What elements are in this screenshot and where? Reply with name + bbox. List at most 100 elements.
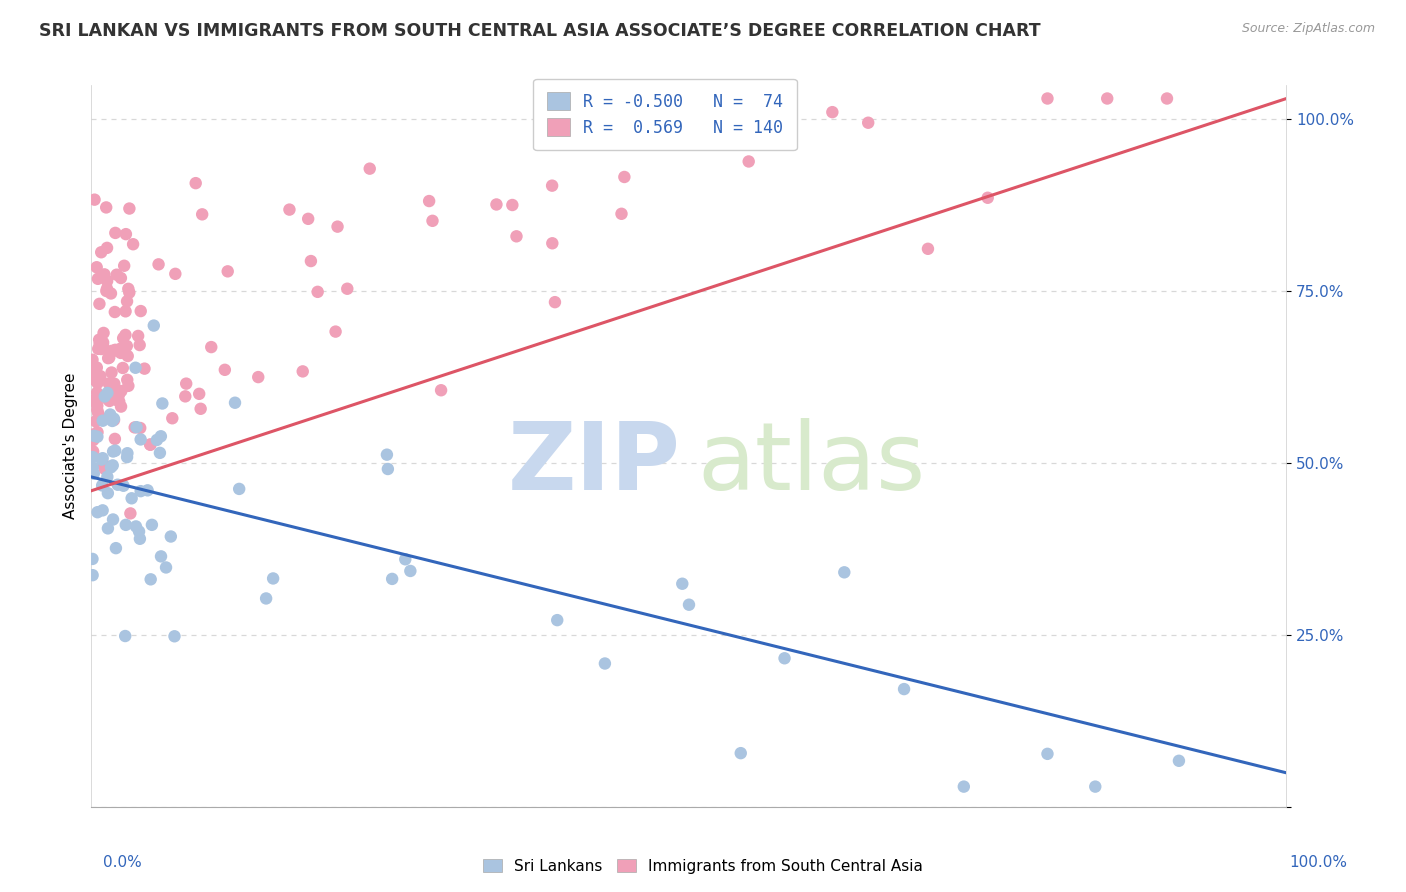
Point <box>174 376 197 391</box>
Point <box>893 682 915 697</box>
Point <box>544 295 567 310</box>
Point <box>101 414 124 428</box>
Point <box>297 211 319 226</box>
Text: ZIP: ZIP <box>508 418 681 510</box>
Point <box>217 264 239 278</box>
Point <box>87 272 110 286</box>
Point <box>122 237 145 252</box>
Point <box>110 271 132 285</box>
Point <box>136 483 159 498</box>
Point <box>98 351 121 365</box>
Point <box>174 389 197 403</box>
Point <box>228 482 250 496</box>
Point <box>591 95 613 110</box>
Point <box>117 379 139 393</box>
Point <box>129 532 152 546</box>
Point <box>93 462 115 476</box>
Point <box>96 284 118 298</box>
Point <box>111 361 134 376</box>
Point <box>184 176 207 190</box>
Point <box>82 444 104 458</box>
Point <box>149 429 172 443</box>
Point <box>98 408 121 422</box>
Point <box>127 329 149 343</box>
Point <box>278 202 301 217</box>
Point <box>101 382 124 396</box>
Point <box>83 373 105 387</box>
Point <box>128 338 150 352</box>
Point <box>112 331 135 345</box>
Point <box>100 383 122 397</box>
Point <box>90 245 112 260</box>
Point <box>93 326 115 340</box>
Point <box>129 484 152 499</box>
Point <box>150 396 173 410</box>
Point <box>83 393 105 408</box>
Point <box>103 376 125 391</box>
Point <box>541 178 564 193</box>
Point <box>541 236 564 251</box>
Point <box>103 385 125 400</box>
Point <box>139 437 162 451</box>
Text: 0.0%: 0.0% <box>103 855 142 870</box>
Point <box>107 388 129 402</box>
Point <box>671 576 693 591</box>
Point <box>115 339 138 353</box>
Text: atlas: atlas <box>697 418 925 510</box>
Point <box>326 219 349 234</box>
Point <box>101 444 124 458</box>
Point <box>115 294 138 309</box>
Point <box>91 478 114 492</box>
Point <box>485 197 508 211</box>
Point <box>118 285 141 300</box>
Point <box>299 254 322 268</box>
Point <box>101 458 124 473</box>
Point <box>114 327 136 342</box>
Point <box>377 462 399 476</box>
Point <box>678 598 700 612</box>
Point <box>86 385 108 400</box>
Text: 100.0%: 100.0% <box>1289 855 1347 870</box>
Point <box>773 651 796 665</box>
Point <box>104 432 127 446</box>
Point <box>125 519 148 533</box>
Point <box>93 268 115 282</box>
Point <box>422 214 444 228</box>
Point <box>117 373 139 387</box>
Point <box>149 446 172 460</box>
Point <box>110 400 132 414</box>
Point <box>108 394 131 409</box>
Point <box>129 421 152 435</box>
Point <box>86 403 108 417</box>
Point <box>100 366 122 380</box>
Point <box>120 507 142 521</box>
Point <box>84 414 107 428</box>
Point <box>165 267 187 281</box>
Point <box>98 393 121 408</box>
Point <box>82 460 104 475</box>
Point <box>83 467 105 481</box>
Point <box>103 413 125 427</box>
Point <box>87 406 110 420</box>
Point <box>96 201 118 215</box>
Point <box>702 132 724 146</box>
Point <box>96 392 118 406</box>
Point <box>86 425 108 440</box>
Point <box>117 282 139 296</box>
Point <box>121 491 143 506</box>
Point <box>80 368 103 382</box>
Point <box>97 351 120 366</box>
Point <box>336 282 359 296</box>
Point <box>139 572 162 586</box>
Point <box>505 229 527 244</box>
Point <box>551 121 574 136</box>
Point <box>214 363 236 377</box>
Legend: Sri Lankans, Immigrants from South Central Asia: Sri Lankans, Immigrants from South Centr… <box>477 853 929 880</box>
Point <box>86 430 108 444</box>
Point <box>97 521 120 535</box>
Point <box>101 512 124 526</box>
Point <box>146 433 169 447</box>
Point <box>1036 91 1059 105</box>
Point <box>114 304 136 318</box>
Point <box>148 257 170 271</box>
